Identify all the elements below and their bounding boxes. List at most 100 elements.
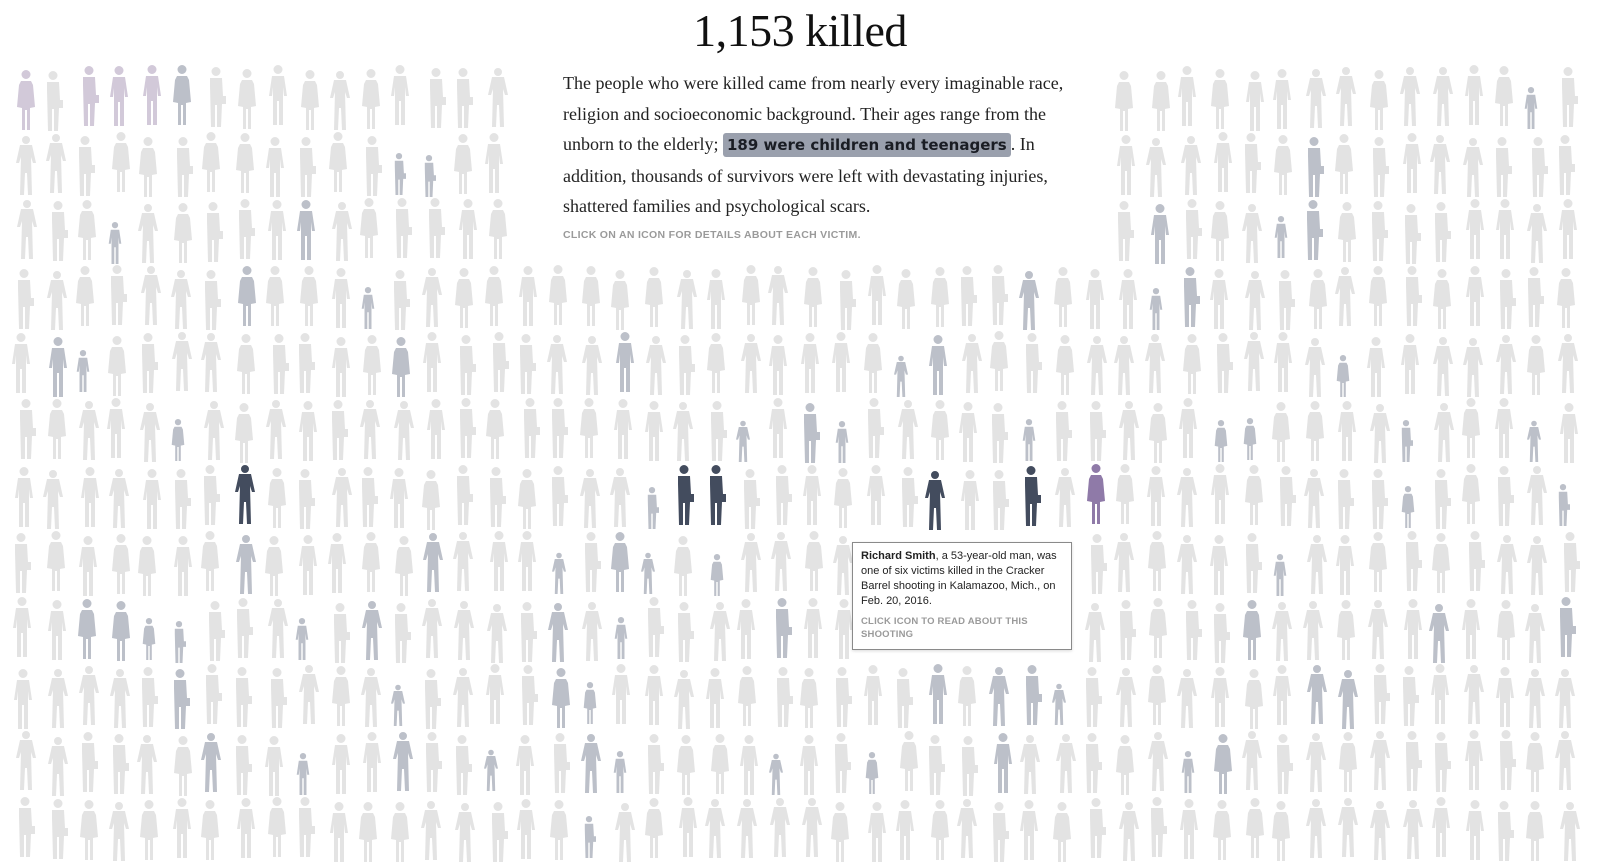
victim-icon[interactable] [1182,600,1202,661]
victim-icon[interactable] [48,668,69,728]
victim-icon[interactable] [988,403,1008,464]
victim-icon[interactable] [1146,465,1166,526]
victim-icon[interactable] [106,398,126,459]
victim-icon[interactable] [1525,732,1545,793]
victim-icon[interactable] [580,468,601,529]
victim-icon[interactable] [1177,65,1197,126]
victim-icon[interactable] [644,664,664,725]
victim-icon[interactable] [1402,132,1422,193]
victim-icon[interactable] [1148,598,1168,659]
victim-icon[interactable] [930,800,950,861]
victim-icon[interactable] [453,667,474,728]
victim-icon[interactable] [1022,419,1036,462]
victim-icon[interactable] [173,136,193,197]
victim-icon[interactable] [1082,733,1103,794]
victim-icon[interactable] [1051,683,1066,725]
victim-icon[interactable] [453,531,474,592]
victim-icon[interactable] [108,221,122,264]
victim-icon[interactable] [1214,420,1228,463]
victim-icon[interactable] [13,668,33,729]
victim-icon[interactable] [236,534,257,595]
victim-icon[interactable] [1209,269,1229,330]
victim-icon[interactable] [1368,599,1389,659]
victim-icon[interactable] [426,398,446,459]
victim-icon[interactable] [142,65,162,126]
victim-icon[interactable] [1176,668,1197,729]
victim-icon-kalamazoo[interactable] [674,465,695,526]
victim-icon[interactable] [1276,465,1296,526]
victim-icon[interactable] [644,597,665,658]
victim-icon[interactable] [140,265,161,325]
victim-icon[interactable] [170,669,191,730]
victim-icon[interactable] [201,732,222,793]
victim-icon[interactable] [267,467,287,528]
victim-icon[interactable] [78,732,99,793]
victim-icon[interactable] [453,68,473,129]
victim-icon[interactable] [1243,331,1264,392]
victim-icon[interactable] [1303,200,1323,261]
victim-icon[interactable] [16,199,37,259]
victim-icon[interactable] [520,397,540,458]
victim-icon[interactable] [111,131,131,192]
victim-icon[interactable] [1465,198,1485,259]
victim-icon[interactable] [299,266,319,327]
victim-icon[interactable] [1210,667,1230,728]
victim-icon[interactable] [331,268,351,329]
victim-icon[interactable] [80,467,100,528]
victim-icon[interactable] [1244,465,1264,526]
victim-icon[interactable] [1271,401,1291,462]
victim-icon[interactable] [137,536,157,597]
victim-icon[interactable] [201,131,221,192]
victim-icon[interactable] [327,533,347,594]
victim-icon[interactable] [957,666,977,727]
victim-icon[interactable] [1334,134,1354,195]
victim-icon[interactable] [330,602,351,663]
victim-icon[interactable] [331,665,351,726]
victim-icon[interactable] [1432,66,1453,126]
victim-icon[interactable] [453,464,474,525]
victim-icon[interactable] [1560,801,1581,862]
victim-icon[interactable] [1178,398,1198,459]
victim-icon[interactable] [1496,600,1516,661]
victim-icon[interactable] [458,198,478,259]
victim-icon[interactable] [1210,68,1230,129]
victim-icon[interactable] [958,735,978,796]
victim-icon[interactable] [421,669,442,730]
victim-icon[interactable] [484,265,504,326]
victim-icon[interactable] [1556,267,1576,328]
victim-icon[interactable] [1147,664,1167,725]
victim-icon[interactable] [1402,731,1423,792]
victim-icon[interactable] [298,664,319,724]
victim-icon[interactable] [138,136,158,197]
victim-icon[interactable] [1432,269,1452,330]
victim-icon[interactable] [833,467,853,528]
victim-icon[interactable] [1464,65,1484,126]
victim-icon[interactable] [739,735,759,796]
victim-icon[interactable] [138,333,158,394]
victim-icon[interactable] [1335,266,1356,327]
victim-icon[interactable] [1150,203,1170,264]
victim-icon[interactable] [172,65,192,126]
victim-icon[interactable] [1244,669,1264,730]
victim-icon[interactable] [1245,70,1265,131]
victim-icon[interactable] [1151,70,1171,131]
victim-icon[interactable] [1275,269,1296,330]
victim-icon[interactable] [582,816,596,859]
victim-icon[interactable] [518,266,538,327]
victim-icon[interactable] [1176,534,1197,594]
victim-icon[interactable] [1464,730,1484,791]
victim-icon[interactable] [989,802,1009,862]
victim-icon[interactable] [741,333,762,394]
victim-icon[interactable] [1338,732,1358,793]
victim-icon[interactable] [234,403,254,464]
victim-icon[interactable] [1306,798,1327,858]
victim-icon[interactable] [1496,269,1516,330]
victim-icon[interactable] [1274,216,1288,259]
victim-icon[interactable] [77,598,97,659]
victim-icon[interactable] [867,802,887,862]
victim-icon[interactable] [925,734,946,795]
victim-icon[interactable] [1085,602,1106,662]
victim-icon[interactable] [456,397,477,458]
victim-icon[interactable] [16,399,37,460]
victim-icon[interactable] [361,69,381,130]
